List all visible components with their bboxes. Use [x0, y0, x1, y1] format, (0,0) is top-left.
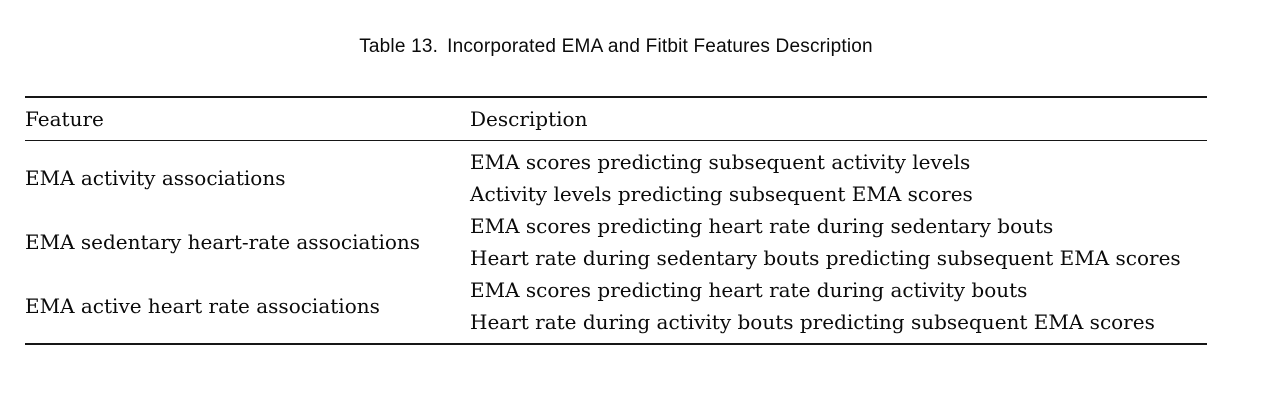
table-row: EMA activity associations EMA scores pre…	[25, 146, 1207, 210]
description-line: Heart rate during activity bouts predict…	[470, 310, 1155, 334]
description-cell: EMA scores predicting heart rate during …	[470, 274, 1207, 338]
column-header-feature: Feature	[25, 107, 104, 131]
column-header-description: Description	[470, 107, 588, 131]
description-line: EMA scores predicting heart rate during …	[470, 214, 1054, 238]
table-row: EMA sedentary heart-rate associations EM…	[25, 210, 1207, 274]
feature-cell: EMA active heart rate associations	[25, 294, 380, 318]
description-line: Activity levels predicting subsequent EM…	[470, 182, 973, 206]
table-caption-title: Incorporated EMA and Fitbit Features Des…	[447, 36, 873, 57]
table-body: EMA activity associations EMA scores pre…	[25, 141, 1207, 343]
table-row: EMA active heart rate associations EMA s…	[25, 274, 1207, 338]
table-header-row: Feature Description	[25, 98, 1207, 141]
description-line: Heart rate during sedentary bouts predic…	[470, 246, 1181, 270]
description-line: EMA scores predicting heart rate during …	[470, 278, 1028, 302]
description-cell: EMA scores predicting subsequent activit…	[470, 146, 1207, 210]
table-caption-label: Table 13.	[359, 36, 439, 57]
description-line: EMA scores predicting subsequent activit…	[470, 150, 971, 174]
table-caption: Table 13. Incorporated EMA and Fitbit Fea…	[25, 36, 1207, 58]
feature-cell: EMA activity associations	[25, 166, 286, 190]
feature-cell: EMA sedentary heart-rate associations	[25, 230, 421, 254]
description-cell: EMA scores predicting heart rate during …	[470, 210, 1207, 274]
features-table: Feature Description EMA activity associa…	[25, 96, 1207, 345]
